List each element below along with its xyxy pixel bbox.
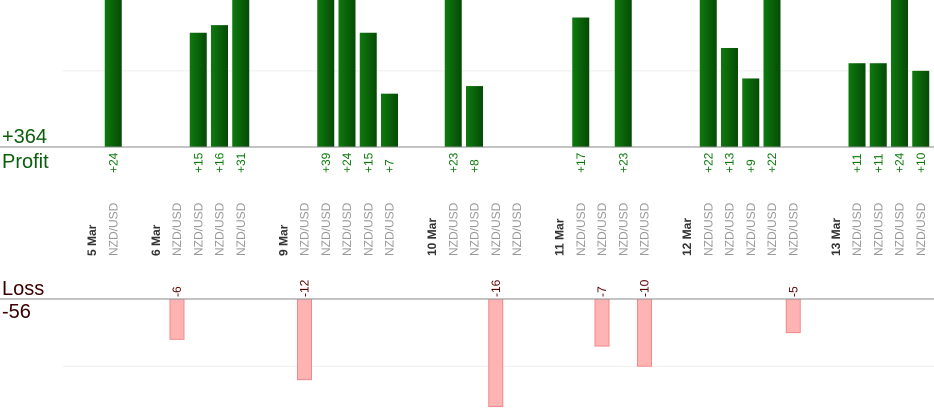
pair-label: NZD/USD — [106, 202, 120, 256]
date-label: 12 Mar — [680, 218, 694, 256]
profit-bars — [104, 0, 930, 147]
profit-value: +17 — [574, 152, 588, 173]
pair-label: NZD/USD — [468, 202, 482, 256]
profit-value: +15 — [361, 152, 375, 173]
profit-bar — [721, 47, 738, 147]
pair-label: NZD/USD — [298, 202, 312, 256]
profit-value: +23 — [446, 152, 460, 173]
pair-label: NZD/USD — [871, 202, 885, 256]
profit-bar — [891, 0, 908, 147]
profit-value: +22 — [765, 152, 779, 173]
pair-label: NZD/USD — [765, 202, 779, 256]
profit-bar — [572, 17, 590, 147]
date-label: 11 Mar — [553, 218, 567, 256]
loss-total: -56 — [2, 301, 31, 323]
profit-value: +31 — [234, 152, 248, 173]
pair-label: NZD/USD — [574, 202, 588, 256]
profit-value: +11 — [850, 153, 864, 173]
loss-label: Loss — [2, 278, 44, 300]
pair-label: NZD/USD — [744, 202, 758, 256]
pair-label: NZD/USD — [893, 202, 907, 256]
pair-label: NZD/USD — [850, 202, 864, 256]
profit-bar — [359, 32, 377, 147]
profit-value: +8 — [468, 159, 482, 173]
profit-value: +15 — [191, 152, 205, 173]
loss-bar — [785, 299, 801, 334]
profit-value: +10 — [914, 152, 928, 173]
profit-bar — [466, 86, 483, 147]
pair-label: NZD/USD — [361, 202, 375, 256]
profit-bar — [614, 0, 632, 147]
profit-bar — [104, 0, 122, 147]
profit-value: +9 — [744, 159, 758, 173]
pair-label: NZD/USD — [701, 202, 715, 256]
loss-bar — [637, 299, 652, 367]
date-label: 6 Mar — [149, 224, 163, 256]
loss-bar — [594, 299, 610, 347]
pair-label: NZD/USD — [191, 202, 205, 256]
loss-value: -7 — [595, 286, 609, 297]
profit-value: +7 — [383, 159, 397, 173]
profit-total: +364 — [2, 126, 47, 148]
profit-bar — [699, 0, 717, 147]
profit-value: +22 — [701, 152, 715, 173]
date-label: 9 Mar — [276, 224, 290, 256]
date-label: 10 Mar — [425, 218, 439, 256]
loss-value: -10 — [638, 279, 652, 297]
profit-bar — [742, 78, 760, 147]
profit-bar — [444, 0, 462, 147]
pair-label: NZD/USD — [340, 202, 354, 256]
loss-value: -6 — [170, 286, 184, 297]
profit-value: +24 — [340, 152, 354, 173]
profit-value: +24 — [893, 152, 907, 173]
pair-label: NZD/USD — [510, 202, 524, 256]
profit-bar — [381, 93, 398, 147]
profit-value: +24 — [106, 152, 120, 173]
pair-label: NZD/USD — [234, 202, 248, 256]
profit-bar — [848, 63, 866, 147]
loss-bar — [488, 299, 504, 408]
profit-value: +13 — [723, 152, 737, 173]
profit-value: +16 — [213, 152, 227, 173]
loss-bar — [297, 299, 312, 381]
profit-value: +39 — [319, 152, 333, 173]
loss-value: -16 — [489, 279, 503, 297]
pair-label: NZD/USD — [638, 202, 652, 256]
pair-label: NZD/USD — [489, 202, 503, 256]
date-label: 5 Mar — [85, 224, 99, 256]
pair-label: NZD/USD — [383, 202, 397, 256]
pair-label: NZD/USD — [914, 202, 928, 256]
profit-value: +11 — [871, 153, 885, 173]
profit-bar — [869, 63, 887, 147]
pair-label: NZD/USD — [723, 202, 737, 256]
pair-label: NZD/USD — [213, 202, 227, 256]
loss-value: -12 — [298, 279, 312, 297]
profit-bar — [317, 0, 335, 147]
profit-value: +23 — [616, 152, 630, 173]
profit-bar — [912, 70, 930, 147]
pair-label: NZD/USD — [319, 202, 333, 256]
pair-label: NZD/USD — [446, 202, 460, 256]
pair-label: NZD/USD — [170, 202, 184, 256]
profit-bar — [189, 32, 207, 147]
profit-bar — [338, 0, 356, 147]
pair-label: NZD/USD — [595, 202, 609, 256]
profit-bar — [232, 0, 250, 147]
pair-label: NZD/USD — [786, 202, 800, 256]
profit-label: Profit — [2, 151, 49, 173]
profit-bar — [763, 0, 781, 147]
loss-bar — [169, 299, 185, 340]
date-label: 13 Mar — [829, 218, 843, 256]
pair-label: NZD/USD — [616, 202, 630, 256]
loss-bars — [169, 299, 801, 408]
loss-value: -5 — [786, 286, 800, 297]
profit-bar — [211, 25, 228, 147]
